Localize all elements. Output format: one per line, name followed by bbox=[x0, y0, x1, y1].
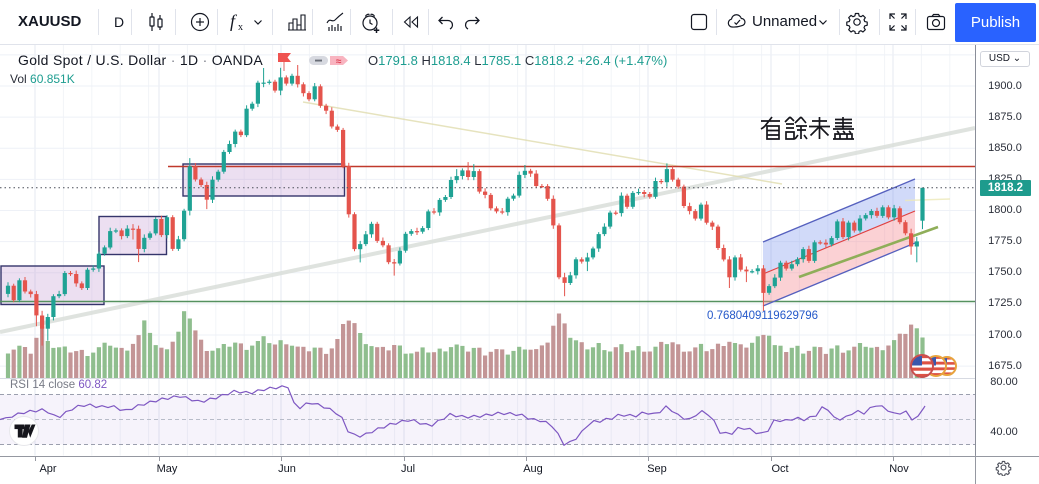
svg-text:x: x bbox=[238, 22, 243, 33]
svg-text:f: f bbox=[230, 11, 238, 31]
svg-text:≈: ≈ bbox=[336, 56, 342, 67]
